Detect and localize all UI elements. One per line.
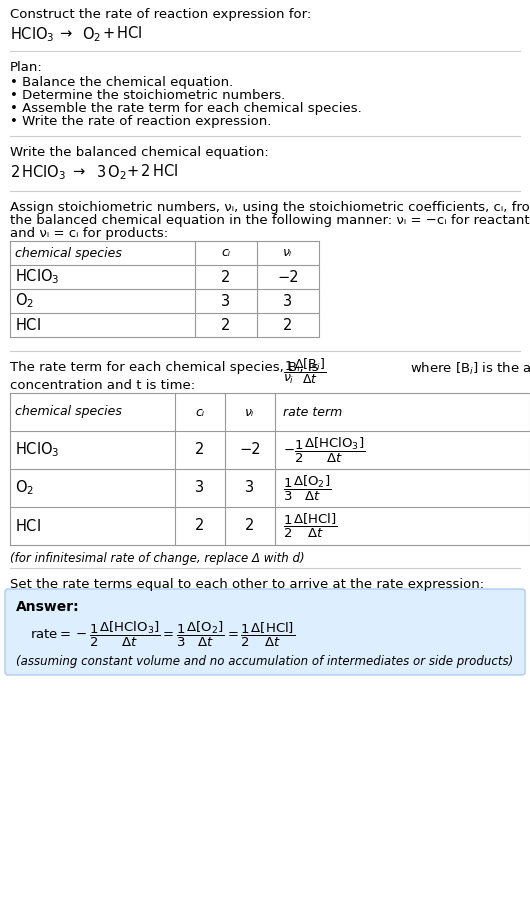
Text: concentration and t is time:: concentration and t is time: <box>10 379 195 392</box>
Text: Plan:: Plan: <box>10 61 43 74</box>
Text: the balanced chemical equation in the following manner: νᵢ = −cᵢ for reactants: the balanced chemical equation in the fo… <box>10 214 530 227</box>
Text: 2: 2 <box>196 442 205 458</box>
Text: 2: 2 <box>222 318 231 332</box>
Text: 2: 2 <box>196 518 205 534</box>
Text: chemical species: chemical species <box>15 406 122 419</box>
Text: Answer:: Answer: <box>16 600 80 614</box>
Text: $\mathrm{O_2}$: $\mathrm{O_2}$ <box>82 25 101 44</box>
Text: (for infinitesimal rate of change, replace Δ with d): (for infinitesimal rate of change, repla… <box>10 552 305 565</box>
Text: $2\,\mathrm{HClO_3}$: $2\,\mathrm{HClO_3}$ <box>10 163 66 182</box>
Text: Construct the rate of reaction expression for:: Construct the rate of reaction expressio… <box>10 8 311 21</box>
Text: $\mathrm{HClO_3}$: $\mathrm{HClO_3}$ <box>15 268 59 286</box>
Text: $-\dfrac{1}{2}\dfrac{\Delta[\mathrm{HClO_3}]}{\Delta t}$: $-\dfrac{1}{2}\dfrac{\Delta[\mathrm{HClO… <box>283 436 365 465</box>
Text: $\mathrm{HCl}$: $\mathrm{HCl}$ <box>15 518 41 534</box>
Text: νᵢ: νᵢ <box>245 406 254 419</box>
Text: $+\,\mathrm{HCl}$: $+\,\mathrm{HCl}$ <box>102 25 143 41</box>
Text: 2: 2 <box>284 318 293 332</box>
Text: Write the balanced chemical equation:: Write the balanced chemical equation: <box>10 146 269 159</box>
Text: 3: 3 <box>245 480 254 496</box>
Text: $\rightarrow$: $\rightarrow$ <box>57 25 74 40</box>
Text: $\rightarrow$: $\rightarrow$ <box>70 163 86 178</box>
Text: 3: 3 <box>222 293 231 309</box>
Text: The rate term for each chemical species, Bᵢ, is: The rate term for each chemical species,… <box>10 361 323 374</box>
Text: $\mathrm{HCl}$: $\mathrm{HCl}$ <box>15 317 41 333</box>
Text: $\dfrac{1}{2}\dfrac{\Delta[\mathrm{HCl}]}{\Delta t}$: $\dfrac{1}{2}\dfrac{\Delta[\mathrm{HCl}]… <box>283 512 338 540</box>
Text: νᵢ: νᵢ <box>284 246 293 260</box>
Text: $\mathrm{O_2}$: $\mathrm{O_2}$ <box>15 291 34 311</box>
Text: Set the rate terms equal to each other to arrive at the rate expression:: Set the rate terms equal to each other t… <box>10 578 484 591</box>
Text: $3\,\mathrm{O_2}$: $3\,\mathrm{O_2}$ <box>96 163 127 182</box>
Text: (assuming constant volume and no accumulation of intermediates or side products): (assuming constant volume and no accumul… <box>16 655 513 668</box>
Text: $\mathrm{HClO_3}$: $\mathrm{HClO_3}$ <box>10 25 55 44</box>
Text: where $[\mathrm{B}_i]$ is the amount: where $[\mathrm{B}_i]$ is the amount <box>410 361 530 377</box>
Text: −2: −2 <box>277 270 299 284</box>
Text: $\mathrm{O_2}$: $\mathrm{O_2}$ <box>15 479 34 498</box>
Text: 3: 3 <box>284 293 293 309</box>
Text: 2: 2 <box>222 270 231 284</box>
Text: $\dfrac{1}{3}\dfrac{\Delta[\mathrm{O_2}]}{\Delta t}$: $\dfrac{1}{3}\dfrac{\Delta[\mathrm{O_2}]… <box>283 473 331 503</box>
Text: Assign stoichiometric numbers, νᵢ, using the stoichiometric coefficients, cᵢ, fr: Assign stoichiometric numbers, νᵢ, using… <box>10 201 530 214</box>
Text: • Balance the chemical equation.: • Balance the chemical equation. <box>10 76 233 89</box>
Text: 2: 2 <box>245 518 255 534</box>
Text: cᵢ: cᵢ <box>222 246 231 260</box>
Text: rate term: rate term <box>283 406 342 419</box>
Text: $\mathrm{rate} = -\dfrac{1}{2}\dfrac{\Delta[\mathrm{HClO_3}]}{\Delta t}= \dfrac{: $\mathrm{rate} = -\dfrac{1}{2}\dfrac{\De… <box>30 620 295 649</box>
Text: • Determine the stoichiometric numbers.: • Determine the stoichiometric numbers. <box>10 89 285 102</box>
Text: • Assemble the rate term for each chemical species.: • Assemble the rate term for each chemic… <box>10 102 362 115</box>
Text: $\mathrm{HClO_3}$: $\mathrm{HClO_3}$ <box>15 440 59 459</box>
Text: cᵢ: cᵢ <box>196 406 205 419</box>
Text: • Write the rate of reaction expression.: • Write the rate of reaction expression. <box>10 115 271 128</box>
Text: chemical species: chemical species <box>15 246 122 260</box>
Text: 3: 3 <box>196 480 205 496</box>
Text: $+\,2\,\mathrm{HCl}$: $+\,2\,\mathrm{HCl}$ <box>126 163 178 179</box>
FancyBboxPatch shape <box>5 589 525 675</box>
Text: and νᵢ = cᵢ for products:: and νᵢ = cᵢ for products: <box>10 227 168 240</box>
Text: $\dfrac{1}{\nu_i}\dfrac{\Delta[\mathrm{B}_i]}{\Delta t}$: $\dfrac{1}{\nu_i}\dfrac{\Delta[\mathrm{B… <box>283 357 326 386</box>
Text: −2: −2 <box>239 442 261 458</box>
